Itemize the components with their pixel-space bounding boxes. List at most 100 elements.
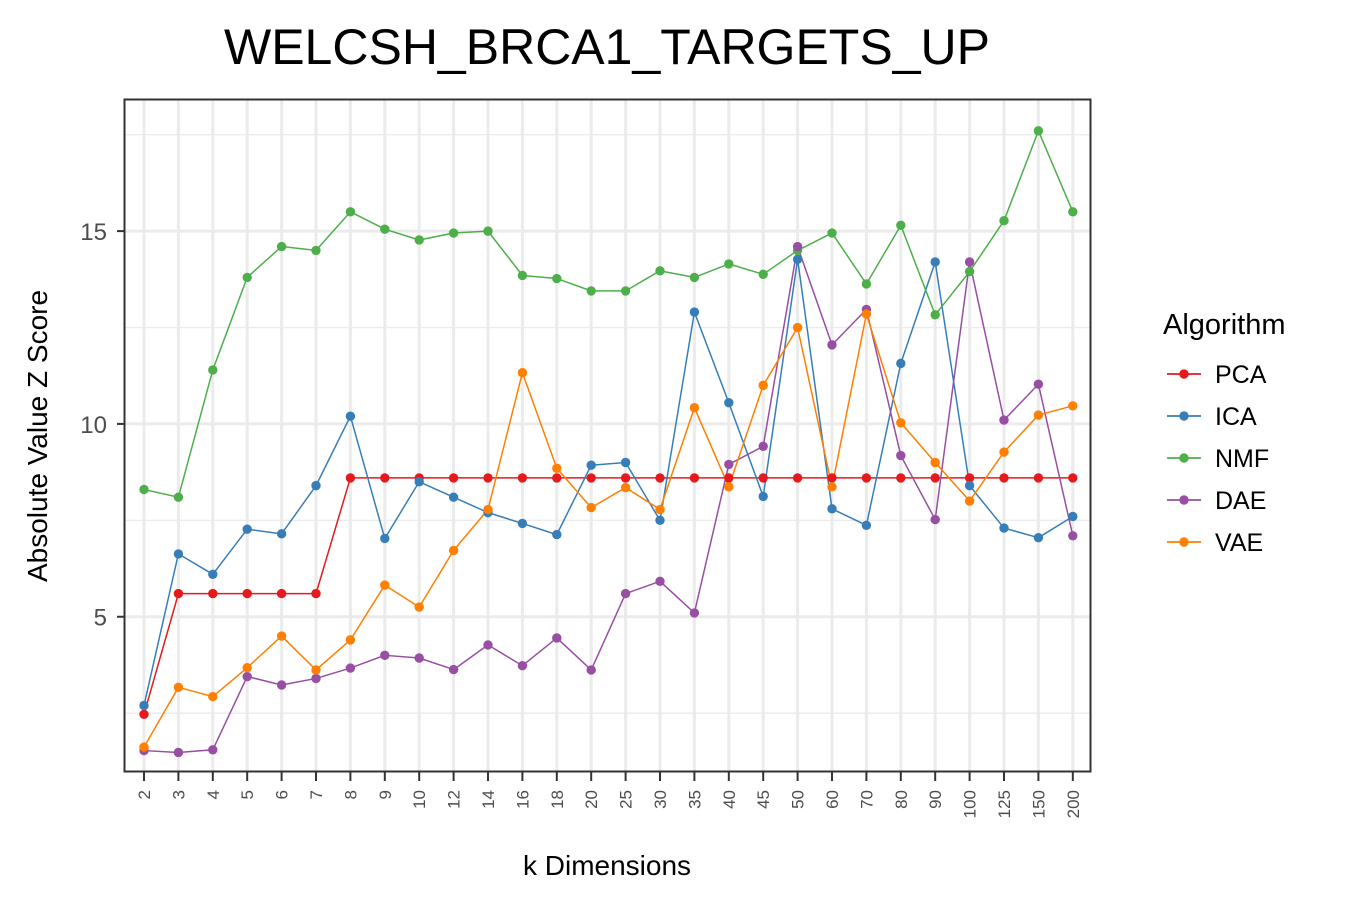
data-point-nmf-3 [173,492,184,502]
data-point-ica-12 [448,492,459,502]
data-point-ica-50 [792,254,803,264]
x-tick-label-4: 4 [204,790,223,799]
data-point-dae-60 [827,340,837,350]
data-point-ica-80 [896,358,906,369]
data-point-pca-6 [276,588,287,599]
x-tick-label-35: 35 [685,790,704,809]
data-point-ica-3 [173,549,184,559]
x-tick-label-2: 2 [135,790,154,799]
y-tick-label-2: 15 [80,219,107,246]
series-line-nmf [143,130,1074,498]
data-point-nmf-150 [1033,126,1044,136]
y-tick-label-1: 10 [80,412,107,439]
x-tick-label-14: 14 [479,790,498,809]
legend-marker-nmf [1179,453,1189,463]
series-line-pca [143,477,1073,715]
data-point-pca-40 [724,473,734,483]
chart-title: WELCSH_BRCA1_TARGETS_UP [224,19,990,75]
data-point-pca-3 [173,588,184,599]
data-point-vae-25 [620,482,631,493]
data-point-ica-25 [620,457,631,468]
data-point-dae-18 [552,633,562,643]
data-point-nmf-125 [999,216,1009,226]
data-point-vae-5 [242,662,252,673]
data-point-pca-20 [586,473,596,483]
x-tick-label-90: 90 [926,790,945,809]
x-tick-label-25: 25 [617,790,636,809]
data-point-pca-60 [827,473,837,483]
legend-label-dae: DAE [1215,487,1266,515]
data-point-vae-12 [448,545,459,556]
data-point-ica-5 [242,524,252,534]
legend-label-vae: VAE [1215,529,1263,557]
data-point-dae-200 [1068,531,1078,541]
data-point-nmf-80 [896,220,906,231]
data-point-nmf-7 [311,245,321,256]
data-point-ica-40 [724,398,734,408]
data-point-ica-100 [964,480,975,491]
data-point-nmf-2 [139,484,149,495]
data-point-vae-150 [1033,410,1044,420]
legend-marker-ica [1179,411,1189,421]
data-point-dae-125 [999,415,1009,425]
x-tick-label-20: 20 [582,790,601,809]
data-point-ica-35 [689,307,700,317]
data-point-dae-7 [311,673,321,684]
data-point-nmf-40 [724,259,734,269]
x-tick-label-12: 12 [445,790,464,809]
x-tick-label-30: 30 [651,790,670,809]
data-point-vae-125 [999,447,1009,457]
x-tick-label-6: 6 [273,790,292,799]
data-point-dae-20 [586,665,596,675]
data-point-dae-35 [689,608,700,618]
data-point-pca-70 [861,473,872,483]
data-point-vae-200 [1068,401,1078,411]
data-point-dae-100 [964,257,975,267]
x-tick-label-80: 80 [892,790,911,809]
data-point-nmf-6 [276,241,287,252]
data-point-nmf-35 [689,272,700,283]
data-point-dae-25 [620,588,631,599]
data-point-dae-80 [896,450,906,461]
data-point-vae-80 [896,418,906,428]
y-tick-label-0: 5 [94,605,107,632]
x-tick-label-200: 200 [1064,790,1083,818]
data-point-vae-6 [276,631,287,641]
data-point-ica-150 [1033,532,1044,543]
data-point-dae-90 [930,514,940,525]
data-point-nmf-100 [964,266,975,277]
data-point-pca-80 [896,473,906,483]
series-line-dae [143,245,1074,754]
data-point-ica-90 [930,257,940,267]
x-tick-label-8: 8 [341,790,360,799]
legend-label-pca: PCA [1215,361,1267,389]
data-point-vae-50 [792,322,803,333]
data-point-nmf-10 [414,235,424,245]
data-point-ica-2 [139,700,149,711]
data-point-ica-125 [999,523,1009,533]
data-point-vae-90 [930,457,940,468]
x-tick-label-60: 60 [823,790,842,809]
data-point-ica-60 [827,504,837,514]
data-point-nmf-9 [380,224,390,234]
legend-title: Algorithm [1163,309,1286,341]
data-point-vae-9 [380,580,390,590]
data-point-ica-7 [311,480,321,491]
data-point-nmf-200 [1068,207,1078,217]
data-point-pca-90 [930,473,940,483]
data-point-dae-10 [414,653,424,663]
data-point-pca-9 [380,473,390,483]
data-point-dae-150 [1033,379,1044,389]
x-tick-label-5: 5 [238,790,257,799]
x-tick-label-150: 150 [1029,790,1048,818]
legend-marker-vae [1179,537,1189,547]
data-point-dae-30 [655,576,665,586]
data-point-nmf-30 [655,266,665,276]
data-point-dae-3 [173,747,184,758]
series-line-ica [143,258,1074,706]
x-tick-label-70: 70 [857,790,876,809]
data-point-vae-4 [208,691,218,702]
data-point-pca-25 [620,473,631,483]
data-point-nmf-12 [448,228,459,238]
